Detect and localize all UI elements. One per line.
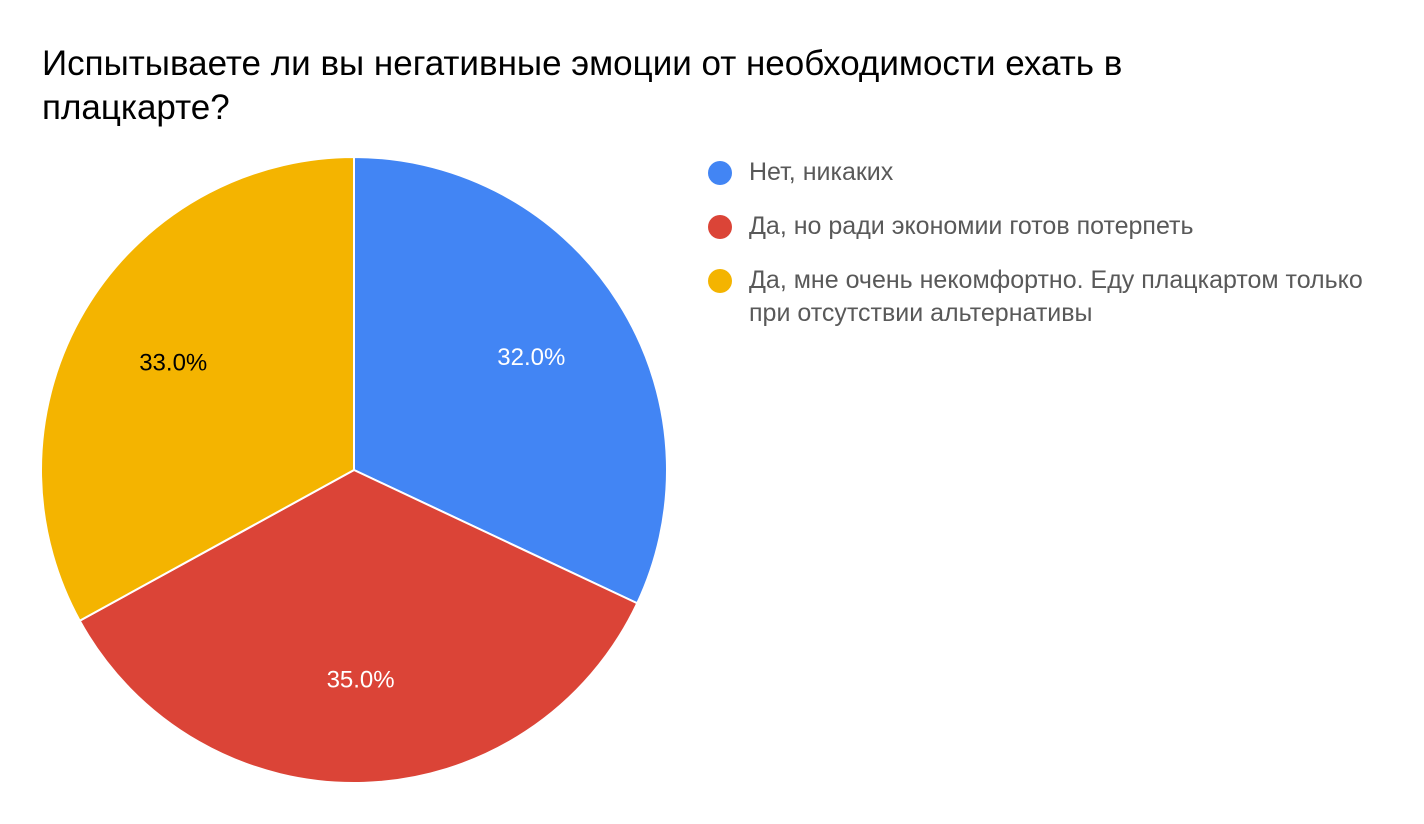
legend-swatch-icon: [708, 215, 732, 239]
legend-label: Да, мне очень некомфортно. Еду плацкарто…: [749, 266, 1363, 327]
slice-value-label-0: 32.0%: [497, 344, 565, 371]
legend-swatch-icon: [708, 161, 732, 185]
pie-slice-2[interactable]: [40, 155, 355, 623]
pie-chart: 32.0% 35.0% 33.0%: [40, 155, 668, 784]
pie-slice-1[interactable]: [78, 468, 639, 784]
pie-slices: [40, 155, 668, 784]
slice-value-label-1: 35.0%: [327, 666, 395, 693]
legend-item-1: Да, но ради экономии готов потерпеть: [708, 210, 1388, 243]
legend: Нет, никаких Да, но ради экономии готов п…: [708, 156, 1388, 351]
legend-label: Нет, никаких: [749, 158, 894, 186]
slice-value-label-2: 33.0%: [139, 350, 207, 377]
legend-swatch-icon: [708, 269, 732, 293]
legend-item-2: Да, мне очень некомфортно. Еду плацкарто…: [708, 264, 1388, 330]
legend-label: Да, но ради экономии готов потерпеть: [749, 212, 1194, 240]
chart-title: Испытываете ли вы негативные эмоции от н…: [42, 44, 1123, 127]
legend-item-0: Нет, никаких: [708, 156, 1388, 189]
pie-labels: 32.0% 35.0% 33.0%: [139, 344, 565, 693]
pie-slice-0[interactable]: [353, 155, 668, 605]
